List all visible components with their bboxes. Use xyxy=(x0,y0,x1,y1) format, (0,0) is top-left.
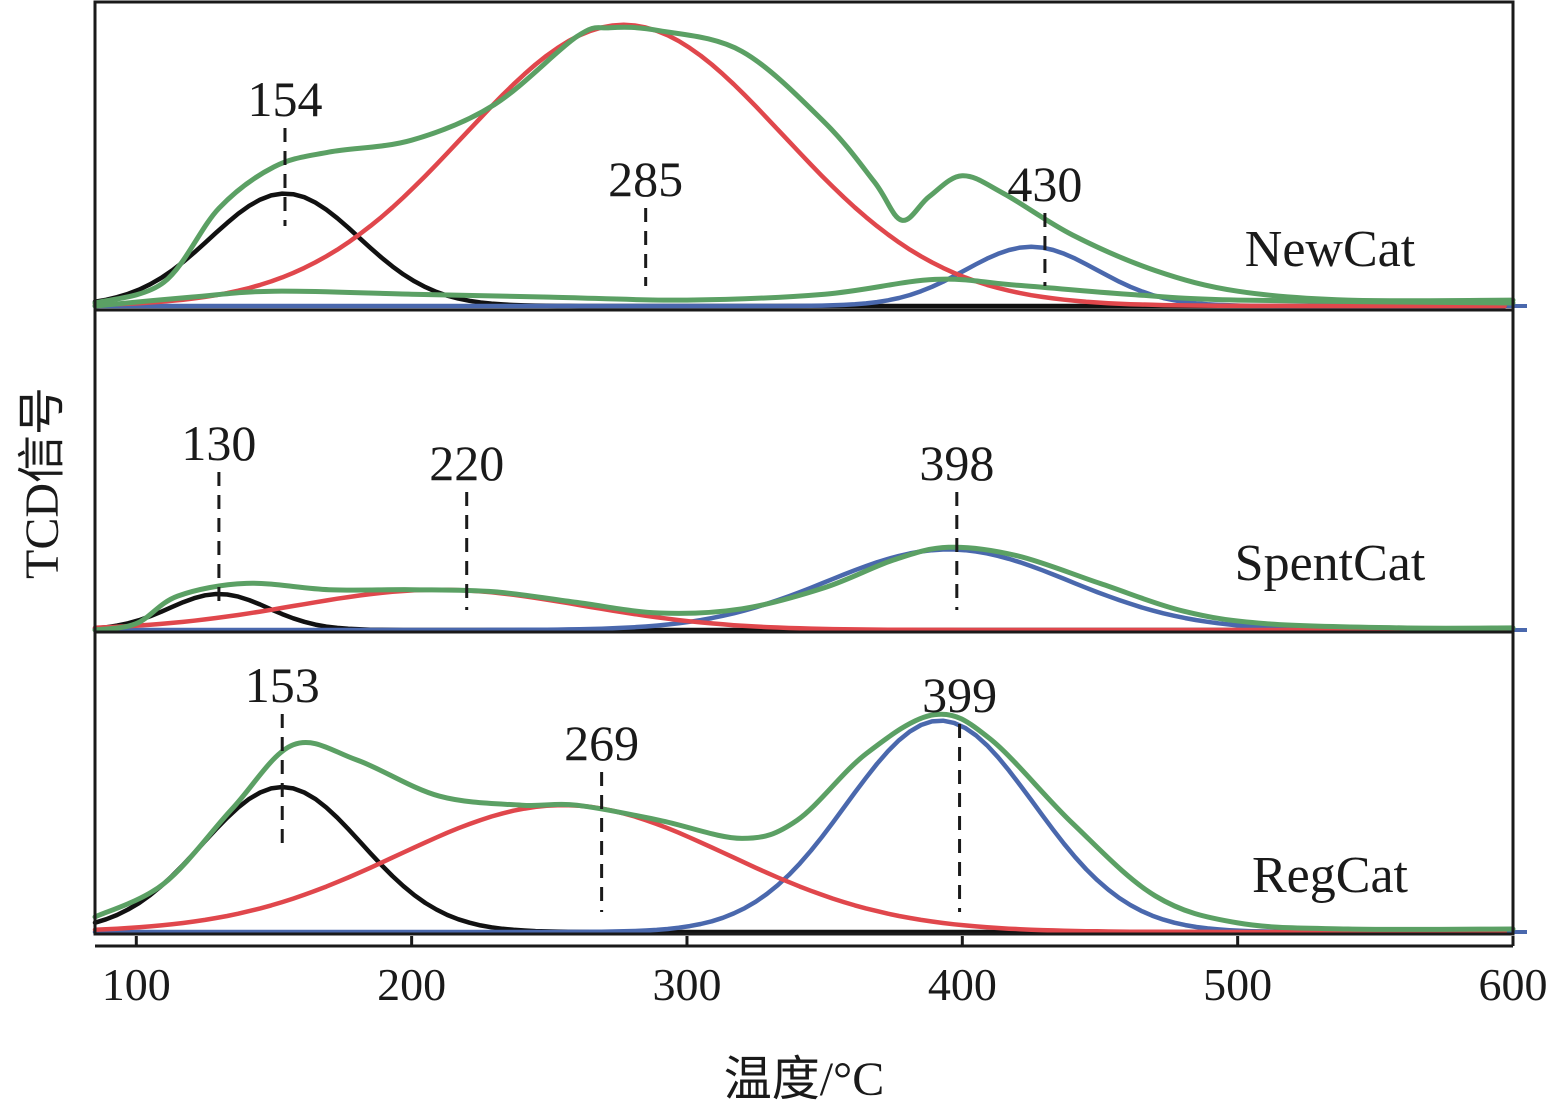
x-tick-label: 400 xyxy=(928,959,997,1010)
panel-newcat: 154 285 430 NewCat xyxy=(92,22,1527,309)
peak-label: 398 xyxy=(919,435,994,491)
peak-label: 285 xyxy=(608,151,683,207)
peak-label: 399 xyxy=(922,667,997,723)
x-tick-label: 300 xyxy=(652,959,721,1010)
panel-regcat: 153 269 399 RegCat xyxy=(92,657,1527,935)
panel-name-label: RegCat xyxy=(1252,847,1409,904)
panels-layer: 154 285 430 NewCat 130 220 398 SpentCat 153 269 39… xyxy=(92,22,1527,935)
peak_high-curve-1 xyxy=(92,547,1507,633)
measured-curve-3 xyxy=(92,544,1516,633)
x-tick-label: 200 xyxy=(377,959,446,1010)
x-tick-label: 100 xyxy=(102,959,171,1010)
peak_mid-curve-2 xyxy=(92,587,1507,633)
peak_mid-curve-2 xyxy=(92,802,1507,935)
peak-label: 153 xyxy=(245,657,320,713)
measured-curve-4 xyxy=(92,276,1516,309)
peak-label: 130 xyxy=(181,415,256,471)
measured-curve-3 xyxy=(92,711,1516,932)
plot-frame xyxy=(93,0,1515,936)
peak-label: 220 xyxy=(429,435,504,491)
peak-label: 154 xyxy=(247,71,322,127)
x-axis: 100 200 300 400 500 600 xyxy=(95,936,1548,1010)
panel-name-label: SpentCat xyxy=(1235,535,1426,592)
peak-label: 430 xyxy=(1007,156,1082,212)
frame-layer xyxy=(93,0,1515,936)
measured-curve-3 xyxy=(92,24,1516,306)
x-tick-label: 500 xyxy=(1203,959,1272,1010)
x-axis-title: 温度/°C xyxy=(724,1053,885,1106)
panel-name-label: NewCat xyxy=(1245,221,1416,278)
panel-spentcat: 130 220 398 SpentCat xyxy=(92,415,1527,633)
y-axis-title: TCD信号 xyxy=(16,387,69,579)
peak-label: 269 xyxy=(564,715,639,771)
x-tick-label: 600 xyxy=(1479,959,1548,1010)
peak_mid-curve-2 xyxy=(92,22,1507,309)
